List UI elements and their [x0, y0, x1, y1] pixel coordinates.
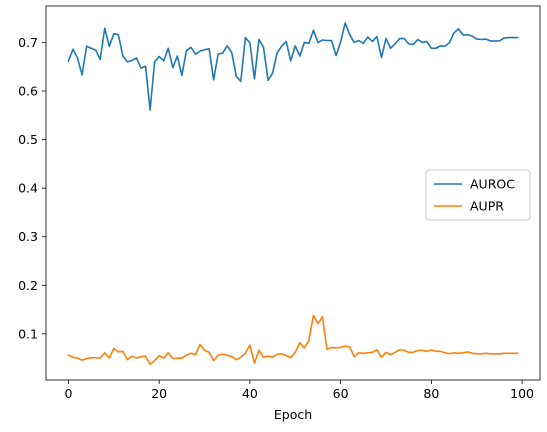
y-axis: 0.1 0.2 0.3 0.4 0.5 0.6 0.7 [18, 35, 46, 341]
x-tick-label: 60 [333, 386, 349, 401]
x-tick-label: 100 [510, 386, 534, 401]
y-tick-label: 0.1 [18, 326, 38, 341]
y-tick-label: 0.6 [18, 84, 38, 99]
y-tick-label: 0.2 [18, 278, 38, 293]
legend-label-auroc: AUROC [470, 177, 515, 192]
y-tick-label: 0.5 [18, 132, 38, 147]
legend-label-aupr: AUPR [470, 199, 504, 214]
series-layer [67, 22, 519, 366]
legend-box [425, 169, 531, 221]
series-line-aupr [67, 314, 519, 366]
legend: AUROC AUPR [425, 169, 531, 221]
x-tick-label: 80 [423, 386, 439, 401]
x-axis-title: Epoch [274, 407, 312, 422]
series-line-auroc [67, 22, 519, 111]
plot-frame [45, 5, 541, 381]
y-tick-label: 0.7 [18, 35, 38, 50]
x-tick-label: 20 [151, 386, 167, 401]
y-tick-label: 0.4 [18, 181, 38, 196]
x-tick-label: 40 [242, 386, 258, 401]
y-tick-label: 0.3 [18, 229, 38, 244]
x-axis: 0 20 40 60 80 100 [64, 380, 534, 401]
x-tick-label: 0 [64, 386, 72, 401]
